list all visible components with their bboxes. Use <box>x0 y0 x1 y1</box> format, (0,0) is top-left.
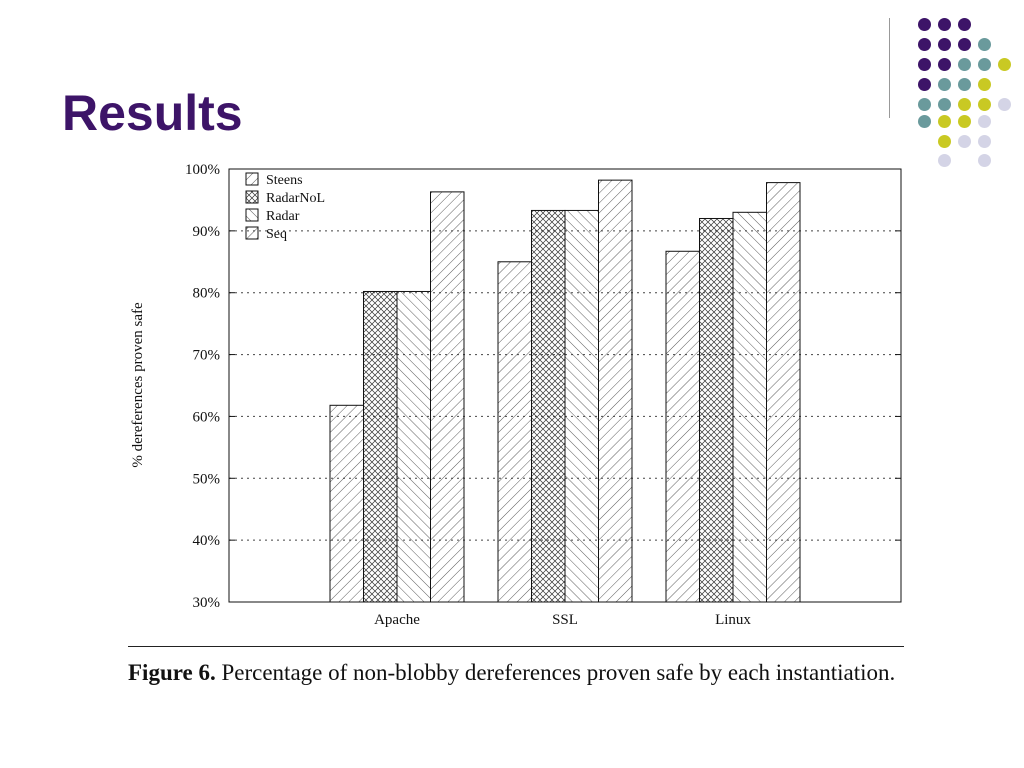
bar-seq-linux <box>766 182 801 603</box>
y-tick-label: 100% <box>185 162 220 178</box>
y-axis: 30% 40% 50% 60% 70% 80% 90% 100% <box>185 162 901 611</box>
decorative-dot <box>958 78 971 91</box>
decorative-dot <box>958 98 971 111</box>
legend-swatch <box>245 190 259 204</box>
decorative-dot <box>938 115 951 128</box>
y-axis-label: % dereferences proven safe <box>130 302 146 468</box>
decorative-dot <box>918 115 931 128</box>
decorative-dot <box>958 58 971 71</box>
figure-caption: Figure 6. Percentage of non-blobby deref… <box>128 657 908 688</box>
legend: Steens RadarNoL Radar Seq <box>245 172 325 242</box>
bar-radarnol-ssl <box>531 209 566 603</box>
decorative-dot <box>918 58 931 71</box>
decorative-dot <box>938 38 951 51</box>
bar-chart: 30% 40% 50% 60% 70% 80% 90% 100% Apache SSL Linux… <box>130 162 902 628</box>
slide-title: Results <box>62 85 243 141</box>
y-tick-label: 70% <box>193 348 221 364</box>
decorative-dot <box>938 98 951 111</box>
y-tick-label: 80% <box>193 286 221 302</box>
bar-radar-linux <box>732 211 767 603</box>
decorative-dot <box>958 38 971 51</box>
decorative-dot <box>918 18 931 31</box>
caption-rule <box>128 646 904 647</box>
decorative-dot <box>958 115 971 128</box>
decorative-dot <box>938 78 951 91</box>
bar-radarnol-apache <box>363 290 398 603</box>
y-tick-label: 50% <box>193 471 221 487</box>
decorative-dot <box>918 98 931 111</box>
decorative-dot <box>938 154 951 167</box>
decorative-dot <box>978 115 991 128</box>
decorative-dot <box>978 58 991 71</box>
x-axis: Apache SSL Linux <box>374 596 751 628</box>
legend-label: Steens <box>266 173 303 188</box>
bar-seq-apache <box>430 191 465 603</box>
bar-radar-ssl <box>564 209 599 603</box>
decorative-dot <box>958 18 971 31</box>
y-tick-label: 30% <box>193 595 221 611</box>
y-tick-label: 60% <box>193 409 221 425</box>
decorative-dot <box>918 78 931 91</box>
legend-label: RadarNoL <box>266 191 325 206</box>
caption-label: Figure 6. <box>128 660 216 685</box>
decorative-dot <box>998 58 1011 71</box>
y-tick-label: 40% <box>193 533 221 549</box>
legend-swatch <box>245 226 259 240</box>
y-tick-label: 90% <box>193 224 221 240</box>
bars <box>329 179 801 603</box>
decorative-dot <box>958 135 971 148</box>
legend-swatch <box>245 172 259 186</box>
decorative-dot <box>938 18 951 31</box>
decorative-divider <box>889 18 890 118</box>
legend-label: Radar <box>266 209 300 224</box>
decorative-dot <box>978 135 991 148</box>
bar-seq-ssl <box>598 179 633 603</box>
caption-text: Percentage of non-blobby dereferences pr… <box>221 660 896 685</box>
decorative-dot <box>918 38 931 51</box>
decorative-dot <box>978 78 991 91</box>
x-tick-label: SSL <box>552 612 578 628</box>
decorative-dot <box>978 154 991 167</box>
decorative-dot <box>978 98 991 111</box>
legend-swatch <box>245 208 259 222</box>
decorative-dot <box>978 38 991 51</box>
bar-radarnol-linux <box>699 217 734 603</box>
legend-label: Seq <box>266 227 287 242</box>
decorative-dot <box>938 135 951 148</box>
bar-steens-ssl <box>497 261 532 603</box>
decorative-dot <box>998 98 1011 111</box>
x-tick-label: Linux <box>715 612 751 628</box>
bar-steens-linux <box>665 250 700 603</box>
decorative-dot <box>938 58 951 71</box>
bar-radar-apache <box>396 290 431 603</box>
x-tick-label: Apache <box>374 612 420 628</box>
bar-steens-apache <box>329 404 364 603</box>
